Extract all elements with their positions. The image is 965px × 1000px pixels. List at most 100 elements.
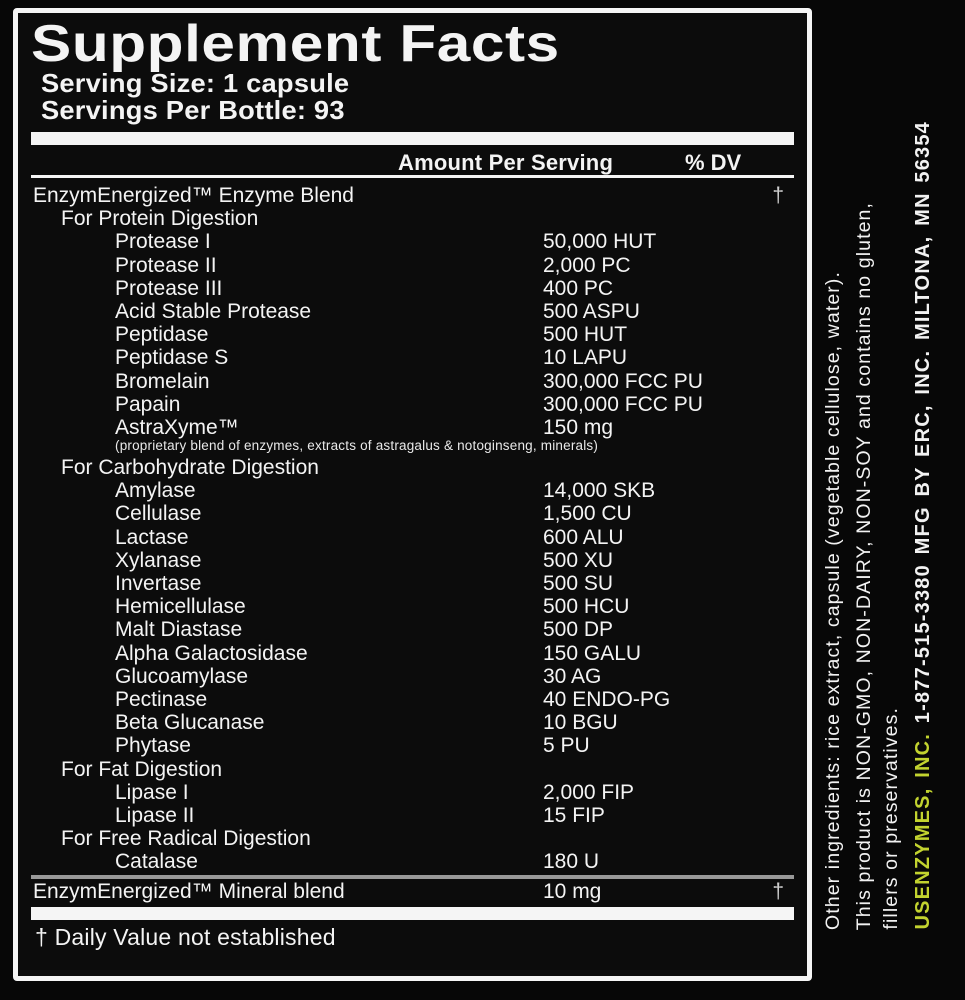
side-text-manufacturer: USENZYMES, INC. 1-877-515-3380 MFG BY ER…: [906, 121, 940, 930]
daily-value-footnote: † Daily Value not established: [35, 923, 336, 950]
ingredient-name: EnzymEnergized™ Mineral blend: [33, 880, 345, 904]
daily-value-dagger: †: [772, 184, 784, 207]
ingredient-amount: 500 XU: [543, 548, 614, 572]
table-row: Invertase 500 SU: [31, 572, 794, 595]
ingredient-name: Glucoamylase: [115, 664, 249, 688]
supplement-facts-panel: Supplement Facts Serving Size: 1 capsule…: [13, 8, 812, 981]
table-row: Phytase 5 PU: [31, 734, 794, 757]
table-row: Acid Stable Protease 500 ASPU: [31, 300, 794, 323]
ingredient-amount: 50,000 HUT: [543, 230, 657, 254]
manufacturer-contact: 1-877-515-3380 MFG BY ERC, INC. MILTONA,…: [912, 121, 934, 724]
group-heading: For Protein Digestion: [61, 207, 259, 231]
ingredient-amount: 2,000 PC: [543, 253, 631, 277]
table-row: EnzymEnergized™ Mineral blend 10 mg †: [31, 880, 794, 903]
ingredient-amount: 14,000 SKB: [543, 479, 656, 503]
ingredient-amount: 10 mg: [543, 880, 602, 904]
ingredient-amount: 1,500 CU: [543, 502, 632, 526]
daily-value-dagger: †: [772, 880, 784, 904]
ingredient-name: Invertase: [115, 572, 202, 595]
ingredient-name: Protease II: [115, 253, 217, 277]
amount-per-serving-header: Amount Per Serving: [398, 150, 614, 175]
side-text-other-ingredients: Other ingredients: rice extract, capsule…: [822, 270, 844, 930]
ingredient-name: Malt Diastase: [115, 618, 243, 642]
ingredient-amount: 600 ALU: [543, 525, 624, 549]
table-row: Peptidase S 10 LAPU: [31, 346, 794, 369]
ingredient-amount: 400 PC: [543, 276, 614, 300]
ingredient-rows: EnzymEnergized™ Enzyme Blend † For Protein…: [31, 184, 794, 904]
group-heading: For Carbohydrate Digestion: [61, 456, 319, 480]
ingredient-amount: 500 HCU: [543, 595, 630, 619]
table-row: Papain 300,000 FCC PU: [31, 393, 794, 416]
group-heading: For Free Radical Digestion: [61, 827, 311, 851]
ingredient-name: Protease III: [115, 276, 223, 300]
table-row: AstraXyme™ 150 mg: [31, 416, 794, 439]
column-header-row: Amount Per Serving % DV: [31, 145, 794, 175]
ingredient-amount: 150 mg: [543, 415, 614, 439]
thick-divider-bottom: [31, 906, 794, 920]
brand-name: USENZYMES, INC.: [912, 733, 934, 930]
table-row: Pectinase 40 ENDO-PG: [31, 688, 794, 711]
percent-dv-header: % DV: [685, 150, 742, 175]
table-row: For Protein Digestion: [31, 207, 794, 230]
ingredient-name: Amylase: [115, 479, 196, 503]
table-row: Cellulase 1,500 CU: [31, 502, 794, 525]
ingredient-name: Catalase: [115, 850, 198, 874]
ingredient-name: Beta Glucanase: [115, 711, 265, 735]
ingredient-name: Alpha Galactosidase: [115, 641, 308, 665]
ingredient-name: EnzymEnergized™ Enzyme Blend: [33, 184, 354, 207]
ingredient-amount: 180 U: [543, 850, 600, 874]
thick-divider-top: [31, 132, 794, 145]
ingredient-name: Hemicellulase: [115, 595, 246, 619]
table-row: Hemicellulase 500 HCU: [31, 595, 794, 618]
ingredient-name: Papain: [115, 392, 181, 416]
ingredient-name: Bromelain: [115, 369, 210, 393]
table-row: Alpha Galactosidase 150 GALU: [31, 642, 794, 665]
ingredient-amount: 15 FIP: [543, 803, 605, 827]
page-title: Supplement Facts: [31, 15, 560, 73]
table-row: For Fat Digestion: [31, 758, 794, 781]
table-row: Xylanase 500 XU: [31, 549, 794, 572]
serving-size-text: Serving Size: 1 capsule: [41, 68, 350, 98]
divider-rule: [31, 875, 794, 880]
table-row: EnzymEnergized™ Enzyme Blend †: [31, 184, 794, 207]
ingredient-amount: 500 HUT: [543, 323, 628, 347]
table-row: (proprietary blend of enzymes, extracts …: [31, 439, 794, 456]
thin-divider: [31, 175, 794, 178]
table-row: Malt Diastase 500 DP: [31, 618, 794, 641]
ingredient-amount: 30 AG: [543, 664, 602, 688]
ingredient-name: Protease I: [115, 230, 211, 254]
ingredient-name: Xylanase: [115, 548, 202, 572]
ingredient-name: Lactase: [115, 525, 189, 549]
ingredient-amount: 500 DP: [543, 618, 614, 642]
ingredient-amount: 10 LAPU: [543, 346, 628, 370]
side-text-claims-continued: fillers or preservatives.: [880, 707, 902, 930]
table-row: Glucoamylase 30 AG: [31, 665, 794, 688]
table-row: Peptidase 500 HUT: [31, 323, 794, 346]
table-row: Bromelain 300,000 FCC PU: [31, 370, 794, 393]
ingredient-name: Lipase I: [115, 780, 189, 804]
table-row: Beta Glucanase 10 BGU: [31, 711, 794, 734]
servings-per-bottle-text: Servings Per Bottle: 93: [41, 95, 345, 125]
table-row: Protease I 50,000 HUT: [31, 230, 794, 253]
table-row: Lipase II 15 FIP: [31, 804, 794, 827]
group-heading: For Fat Digestion: [61, 757, 223, 781]
table-row: Protease III 400 PC: [31, 277, 794, 300]
table-row: For Free Radical Digestion: [31, 827, 794, 850]
ingredient-name: Peptidase: [115, 323, 209, 347]
table-row: Amylase 14,000 SKB: [31, 479, 794, 502]
ingredient-name: AstraXyme™: [115, 415, 239, 439]
ingredient-name: Pectinase: [115, 687, 208, 711]
ingredient-name: Cellulase: [115, 502, 202, 526]
ingredient-amount: 10 BGU: [543, 711, 618, 735]
ingredient-name: Acid Stable Protease: [115, 299, 312, 323]
ingredient-amount: 500 ASPU: [543, 299, 640, 323]
table-row: For Carbohydrate Digestion: [31, 456, 794, 479]
table-row: Protease II 2,000 PC: [31, 254, 794, 277]
ingredient-name: Lipase II: [115, 803, 195, 827]
ingredient-amount: 300,000 FCC PU: [543, 392, 703, 416]
ingredient-name: (proprietary blend of enzymes, extracts …: [115, 438, 599, 454]
table-row: Lactase 600 ALU: [31, 526, 794, 549]
ingredient-name: Peptidase S: [115, 346, 229, 370]
ingredient-amount: 150 GALU: [543, 641, 642, 665]
